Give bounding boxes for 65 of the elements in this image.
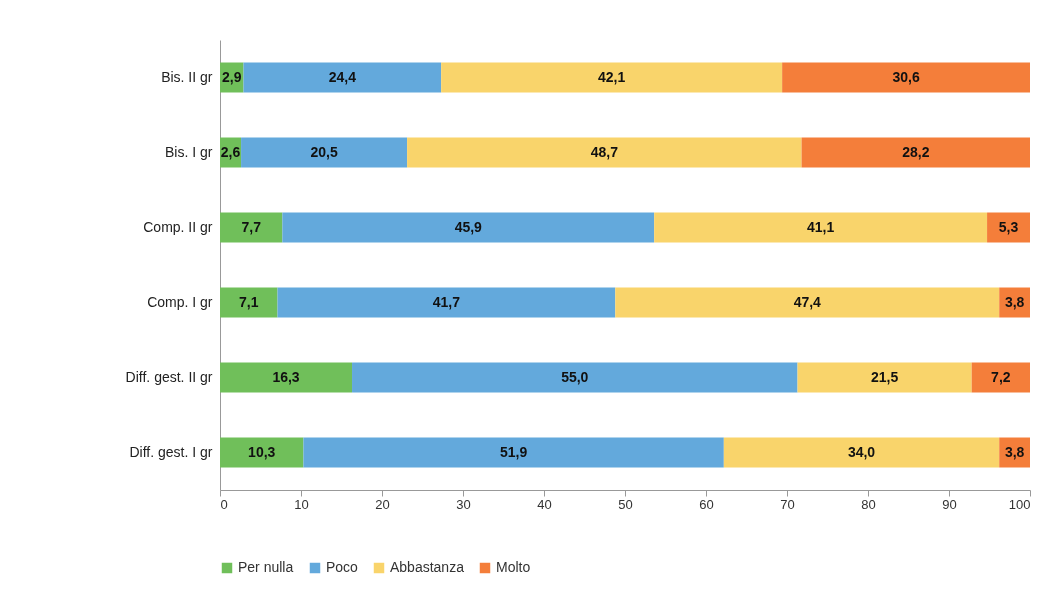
data-label: 7,2 [991,368,1011,385]
y-tick-label: Bis. II gr [161,68,213,85]
x-tick-label: 40 [537,496,552,512]
bar [987,212,1030,243]
bar [220,437,304,468]
x-tick-label: 90 [942,496,957,512]
legend-label: Per nulla [238,559,294,575]
bar [241,137,408,168]
bar [303,437,724,468]
bar [797,362,972,393]
y-tick-label: Diff. gest. I gr [129,443,213,460]
data-label: 10,3 [248,443,276,460]
bar [220,362,353,393]
bar [220,212,283,243]
data-label: 55,0 [561,368,589,385]
data-label: 51,9 [500,443,528,460]
data-label: 41,1 [806,218,835,235]
legend-label: Poco [326,559,359,575]
legend-label: Molto [496,559,531,575]
data-label: 42,1 [598,68,626,85]
data-label: 24,4 [328,68,357,85]
x-tick-label: 100 [1008,496,1031,512]
bar [282,212,655,243]
y-tick-label: Comp. I gr [147,293,213,310]
bar [801,137,1030,168]
bar [971,362,1030,393]
x-tick-label: 60 [699,496,714,512]
y-tick-label: Diff. gest. II gr [125,368,213,385]
bar [723,437,1000,468]
x-tick-label: 0 [220,496,228,512]
x-tick-label: 70 [780,496,795,512]
data-label: 3,8 [1004,443,1025,460]
data-label: 28,2 [902,143,930,160]
y-tick-label: Comp. II gr [143,218,213,235]
x-tick-label: 10 [294,496,309,512]
bar [352,362,798,393]
legend-label: Abbastanza [390,559,465,575]
y-tick-label: Bis. I gr [165,143,213,160]
x-tick-label: 20 [375,496,390,512]
data-label: 7,7 [241,218,262,235]
bar [441,62,783,93]
bar [615,287,1000,318]
data-label: 5,3 [998,218,1019,235]
data-label: 16,3 [272,368,300,385]
data-label: 30,6 [892,68,920,85]
x-tick-label: 30 [456,496,471,512]
bar [782,62,1030,93]
data-label: 3,8 [1004,293,1025,310]
bar [277,287,616,318]
data-label: 2,6 [220,143,241,160]
bar [654,212,988,243]
bar [407,137,802,168]
bar [220,287,278,318]
data-label: 47,4 [793,293,822,310]
x-tick-label: 50 [618,496,633,512]
data-label: 2,9 [222,68,242,85]
data-label: 7,1 [239,293,259,310]
data-label: 48,7 [590,143,619,160]
data-label: 21,5 [870,368,899,385]
x-tick-label: 80 [861,496,876,512]
data-label: 20,5 [310,143,338,160]
bar [243,62,442,93]
data-label: 45,9 [454,218,483,235]
data-label: 34,0 [847,443,876,460]
data-label: 41,7 [432,293,461,310]
